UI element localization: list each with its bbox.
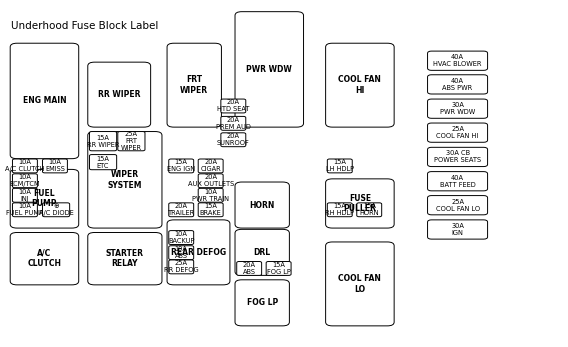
- Text: 10A
PWR TRAIN: 10A PWR TRAIN: [192, 189, 229, 202]
- Text: 40A
HVAC BLOWER: 40A HVAC BLOWER: [433, 54, 482, 67]
- Text: STARTER
RELAY: STARTER RELAY: [106, 249, 144, 268]
- Text: ⊕
A/C DIODE: ⊕ A/C DIODE: [39, 203, 73, 216]
- FancyBboxPatch shape: [10, 169, 79, 228]
- Text: 15A
HORN: 15A HORN: [360, 203, 379, 216]
- Text: 25A
FRT
WIPER: 25A FRT WIPER: [121, 131, 142, 151]
- Text: 30A
IGN: 30A IGN: [451, 223, 464, 236]
- FancyBboxPatch shape: [235, 12, 303, 127]
- FancyBboxPatch shape: [221, 99, 246, 113]
- Text: RR WIPER: RR WIPER: [98, 90, 140, 99]
- FancyBboxPatch shape: [428, 196, 487, 215]
- Text: REAR DEFOG: REAR DEFOG: [171, 248, 226, 257]
- FancyBboxPatch shape: [198, 159, 223, 173]
- Text: 15A
RR WIPER: 15A RR WIPER: [87, 135, 119, 148]
- Text: 10A
ABS: 10A ABS: [175, 246, 187, 259]
- FancyBboxPatch shape: [428, 51, 487, 70]
- FancyBboxPatch shape: [10, 232, 79, 285]
- Text: 15A
FOG LP: 15A FOG LP: [267, 262, 291, 275]
- FancyBboxPatch shape: [90, 154, 116, 170]
- Text: COOL FAN
LO: COOL FAN LO: [339, 274, 381, 294]
- Text: 15A
LH HDLP: 15A LH HDLP: [325, 159, 354, 172]
- FancyBboxPatch shape: [198, 174, 223, 188]
- FancyBboxPatch shape: [428, 172, 487, 191]
- Text: 15A
ETC: 15A ETC: [97, 156, 110, 169]
- Text: ENG MAIN: ENG MAIN: [23, 96, 66, 105]
- FancyBboxPatch shape: [118, 132, 145, 151]
- FancyBboxPatch shape: [325, 43, 394, 127]
- Text: COOL FAN
HI: COOL FAN HI: [339, 76, 381, 95]
- Text: 25A
RR DEFOG: 25A RR DEFOG: [164, 260, 199, 273]
- Text: 20A
ABS: 20A ABS: [243, 262, 256, 275]
- Text: Underhood Fuse Block Label: Underhood Fuse Block Label: [11, 21, 158, 31]
- Text: 20A
HTD SEAT: 20A HTD SEAT: [217, 100, 249, 112]
- Text: 30A CB
POWER SEATS: 30A CB POWER SEATS: [434, 151, 481, 163]
- FancyBboxPatch shape: [169, 203, 194, 217]
- Text: 40A
ABS PWR: 40A ABS PWR: [442, 78, 473, 91]
- Text: 30A
PWR WDW: 30A PWR WDW: [440, 102, 475, 115]
- FancyBboxPatch shape: [235, 229, 289, 276]
- Text: 10A
INJ: 10A INJ: [19, 189, 31, 202]
- FancyBboxPatch shape: [169, 260, 194, 274]
- FancyBboxPatch shape: [428, 75, 487, 94]
- FancyBboxPatch shape: [221, 133, 246, 147]
- Text: FRT
WIPER: FRT WIPER: [180, 76, 208, 95]
- FancyBboxPatch shape: [428, 147, 487, 167]
- Text: FUEL
PUMP: FUEL PUMP: [32, 189, 57, 209]
- Text: 20A
PREM AUD: 20A PREM AUD: [216, 117, 250, 130]
- FancyBboxPatch shape: [325, 179, 394, 228]
- FancyBboxPatch shape: [198, 188, 223, 202]
- FancyBboxPatch shape: [221, 116, 246, 130]
- FancyBboxPatch shape: [169, 231, 194, 245]
- FancyBboxPatch shape: [88, 232, 162, 285]
- FancyBboxPatch shape: [43, 159, 68, 173]
- Text: 20A
SUNROOF: 20A SUNROOF: [217, 133, 250, 146]
- FancyBboxPatch shape: [10, 43, 79, 159]
- Text: 20A
AUX OUTLETS: 20A AUX OUTLETS: [187, 174, 234, 187]
- FancyBboxPatch shape: [167, 220, 230, 285]
- FancyBboxPatch shape: [237, 262, 262, 276]
- FancyBboxPatch shape: [169, 246, 194, 260]
- FancyBboxPatch shape: [167, 43, 222, 127]
- FancyBboxPatch shape: [43, 203, 70, 217]
- Text: 25A
COOL FAN LO: 25A COOL FAN LO: [436, 199, 479, 212]
- Text: 10A
ECM/TCM: 10A ECM/TCM: [10, 174, 40, 187]
- FancyBboxPatch shape: [235, 280, 289, 326]
- FancyBboxPatch shape: [12, 188, 37, 202]
- Text: 25A
COOL FAN HI: 25A COOL FAN HI: [436, 126, 479, 139]
- Text: A/C
CLUTCH: A/C CLUTCH: [27, 249, 61, 268]
- FancyBboxPatch shape: [90, 132, 116, 151]
- Text: 40A
BATT FEED: 40A BATT FEED: [440, 175, 475, 188]
- FancyBboxPatch shape: [327, 159, 352, 173]
- FancyBboxPatch shape: [88, 62, 151, 127]
- Text: 10A
A/C CLUTCH: 10A A/C CLUTCH: [5, 159, 45, 172]
- FancyBboxPatch shape: [327, 203, 352, 217]
- FancyBboxPatch shape: [325, 242, 394, 326]
- FancyBboxPatch shape: [12, 174, 37, 188]
- Text: 15A
BRAKE: 15A BRAKE: [200, 203, 222, 216]
- FancyBboxPatch shape: [198, 203, 223, 217]
- FancyBboxPatch shape: [357, 203, 382, 217]
- FancyBboxPatch shape: [12, 203, 37, 217]
- Text: 15A
RH HDLP: 15A RH HDLP: [325, 203, 354, 216]
- FancyBboxPatch shape: [88, 132, 162, 228]
- FancyBboxPatch shape: [428, 99, 487, 118]
- Text: 10A
BACKUP: 10A BACKUP: [168, 231, 194, 244]
- FancyBboxPatch shape: [428, 123, 487, 142]
- Text: 10A
EMISS: 10A EMISS: [45, 159, 65, 172]
- Text: WIPER
SYSTEM: WIPER SYSTEM: [107, 170, 142, 189]
- Text: HORN: HORN: [249, 201, 275, 210]
- FancyBboxPatch shape: [428, 220, 487, 239]
- Text: FUSE
PULLER: FUSE PULLER: [344, 194, 377, 213]
- FancyBboxPatch shape: [169, 159, 194, 173]
- FancyBboxPatch shape: [235, 182, 289, 228]
- Text: 20A
CIGAR: 20A CIGAR: [201, 159, 221, 172]
- Text: 10A
FUEL PUMP: 10A FUEL PUMP: [6, 203, 43, 216]
- Text: 15A
ENG IGN: 15A ENG IGN: [167, 159, 195, 172]
- FancyBboxPatch shape: [266, 262, 291, 276]
- Text: 20A
TRAILER: 20A TRAILER: [168, 203, 195, 216]
- Text: DRL: DRL: [254, 248, 271, 257]
- FancyBboxPatch shape: [12, 159, 37, 173]
- Text: PWR WDW: PWR WDW: [247, 65, 292, 74]
- Text: FOG LP: FOG LP: [247, 298, 278, 307]
